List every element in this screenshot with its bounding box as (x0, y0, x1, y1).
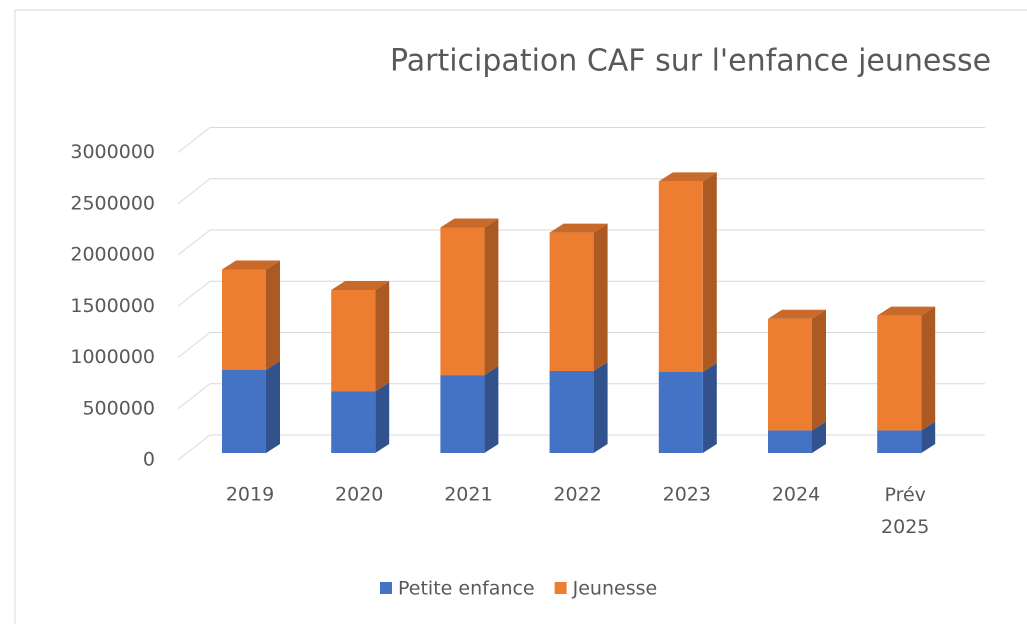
y-tick-label: 2000000 (70, 244, 155, 266)
grid-line (177, 434, 985, 461)
x-tick-label: 2020 (335, 484, 383, 506)
bar-top (331, 281, 390, 291)
legend-label: Jeunesse (572, 578, 658, 600)
chart-title: Participation CAF sur l'enfance jeunesse (390, 44, 991, 79)
grid-line (177, 280, 985, 307)
bar-top (549, 223, 608, 233)
bar-front (331, 391, 376, 453)
x-tick-label: 2023 (663, 484, 711, 506)
y-tick-label: 1500000 (70, 295, 155, 317)
bar (331, 382, 390, 453)
bar (768, 421, 826, 453)
bar (222, 260, 280, 370)
bar-side (812, 421, 826, 453)
y-tick-label: 500000 (82, 397, 155, 419)
bar-side (593, 362, 608, 453)
bar-side (484, 218, 499, 376)
grid-line (177, 332, 985, 358)
bar (440, 218, 499, 376)
y-tick-label: 3000000 (70, 141, 155, 163)
bar-top (768, 309, 826, 319)
bar (440, 366, 499, 453)
bar-top (877, 306, 936, 316)
bar-front (440, 227, 485, 376)
bar-side (375, 281, 390, 392)
bar-front (331, 290, 376, 392)
y-tick-label: 2500000 (70, 192, 155, 214)
bar-front (877, 315, 922, 431)
x-tick-label: 2022 (553, 484, 601, 506)
bar-front (222, 269, 266, 370)
x-tick-label: Prév 2025 (881, 484, 929, 538)
bar-side (921, 306, 936, 431)
bar (658, 363, 717, 453)
bar (768, 309, 826, 431)
legend-swatch (554, 582, 567, 594)
bar-front (549, 232, 594, 371)
legend-swatch (380, 582, 392, 594)
bar-front (222, 369, 266, 453)
bar (549, 362, 608, 453)
y-tick-label: 1000000 (70, 346, 155, 368)
chart-frame (14, 9, 1027, 624)
grid-line (177, 383, 985, 410)
bar-front (658, 181, 703, 373)
bar-side (266, 260, 280, 370)
bar (877, 421, 936, 453)
bar-front (768, 430, 812, 453)
grid-line (177, 127, 985, 153)
bar (549, 223, 608, 371)
bar-side (484, 366, 499, 453)
bar (658, 172, 717, 373)
legend-label: Petite enfance (398, 578, 535, 600)
bar-side (921, 421, 936, 453)
bar-side (702, 172, 717, 373)
grid-line (177, 229, 985, 256)
bar-front (440, 375, 485, 453)
bar-front (877, 430, 922, 453)
bar-front (658, 372, 703, 453)
bar-side (375, 382, 390, 453)
bar (877, 306, 936, 431)
bar-side (812, 309, 826, 431)
bar-top (222, 260, 280, 270)
bar-top (440, 218, 499, 228)
grid-line (177, 178, 985, 205)
bar-front (549, 371, 594, 453)
y-tick-label: 0 (143, 449, 155, 471)
x-tick-label: 2019 (226, 484, 274, 506)
bar (222, 360, 280, 453)
bar-front (768, 318, 812, 431)
x-tick-label: 2024 (772, 484, 820, 506)
bar-side (702, 363, 717, 453)
bar-top (658, 172, 717, 182)
bar-side (593, 223, 608, 371)
bar-side (266, 360, 280, 453)
bar (331, 281, 390, 392)
x-tick-label: 2021 (444, 484, 492, 506)
